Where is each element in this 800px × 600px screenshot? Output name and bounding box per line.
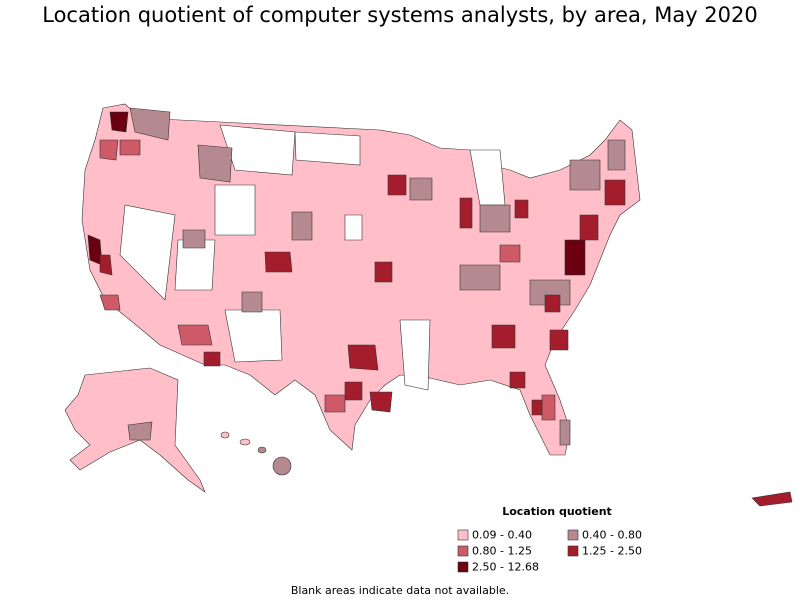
hawaii: [272, 456, 292, 476]
legend-label: 1.25 - 2.50: [582, 545, 642, 558]
area: [99, 294, 121, 311]
blank-area: [214, 184, 256, 236]
footnote: Blank areas indicate data not available.: [291, 584, 509, 597]
area: [387, 174, 407, 196]
hawaii: [220, 431, 230, 439]
legend-swatch: [567, 545, 579, 557]
legend-title: Location quotient: [502, 505, 612, 518]
area: [203, 351, 221, 367]
area: [182, 229, 206, 249]
area: [347, 344, 379, 371]
legend-label: 0.40 - 0.80: [582, 529, 642, 542]
area: [509, 371, 526, 389]
area: [491, 324, 516, 349]
legend-label: 2.50 - 12.68: [472, 561, 539, 574]
blank-area: [399, 319, 431, 391]
blank-area: [344, 214, 363, 241]
blank-area: [294, 131, 361, 166]
blank-area: [119, 204, 176, 301]
area: [291, 211, 313, 241]
area: [559, 419, 571, 446]
areas: [87, 107, 626, 446]
blank-area: [224, 309, 283, 363]
legend-swatch: [457, 529, 469, 541]
area: [459, 264, 501, 291]
legend-label: 0.80 - 1.25: [472, 545, 532, 558]
area: [264, 251, 293, 273]
area: [409, 177, 433, 201]
legend-swatch: [457, 561, 469, 573]
area: [197, 144, 233, 183]
area: [604, 179, 626, 206]
area: [549, 329, 569, 351]
title: Location quotient of computer systems an…: [42, 3, 758, 27]
legend-swatch: [457, 545, 469, 557]
area: [459, 197, 473, 229]
area: [374, 261, 393, 283]
hawaii: [257, 446, 267, 454]
area: [129, 107, 171, 141]
puerto-rico: [751, 491, 793, 507]
area: [564, 239, 586, 276]
area: [241, 291, 263, 313]
area: [99, 254, 113, 276]
area: [369, 391, 393, 413]
area: [499, 244, 521, 263]
area: [531, 399, 543, 416]
area: [514, 199, 529, 219]
area: [607, 139, 626, 171]
map: [64, 103, 793, 507]
area: [541, 394, 556, 421]
area: [479, 204, 511, 233]
legend: 0.09 - 0.40 0.40 - 0.80 0.80 - 1.25 1.25 - …: [457, 529, 642, 574]
area: [569, 159, 601, 191]
hawaii: [239, 438, 251, 446]
area: [324, 394, 346, 413]
area: [109, 111, 129, 133]
area: [99, 139, 119, 161]
area: [344, 381, 363, 401]
legend-label: 0.09 - 0.40: [472, 529, 532, 542]
area: [579, 214, 599, 241]
area: [119, 139, 141, 156]
area: [127, 421, 153, 441]
legend-swatch: [567, 529, 579, 541]
area: [177, 324, 213, 346]
area: [544, 294, 561, 313]
